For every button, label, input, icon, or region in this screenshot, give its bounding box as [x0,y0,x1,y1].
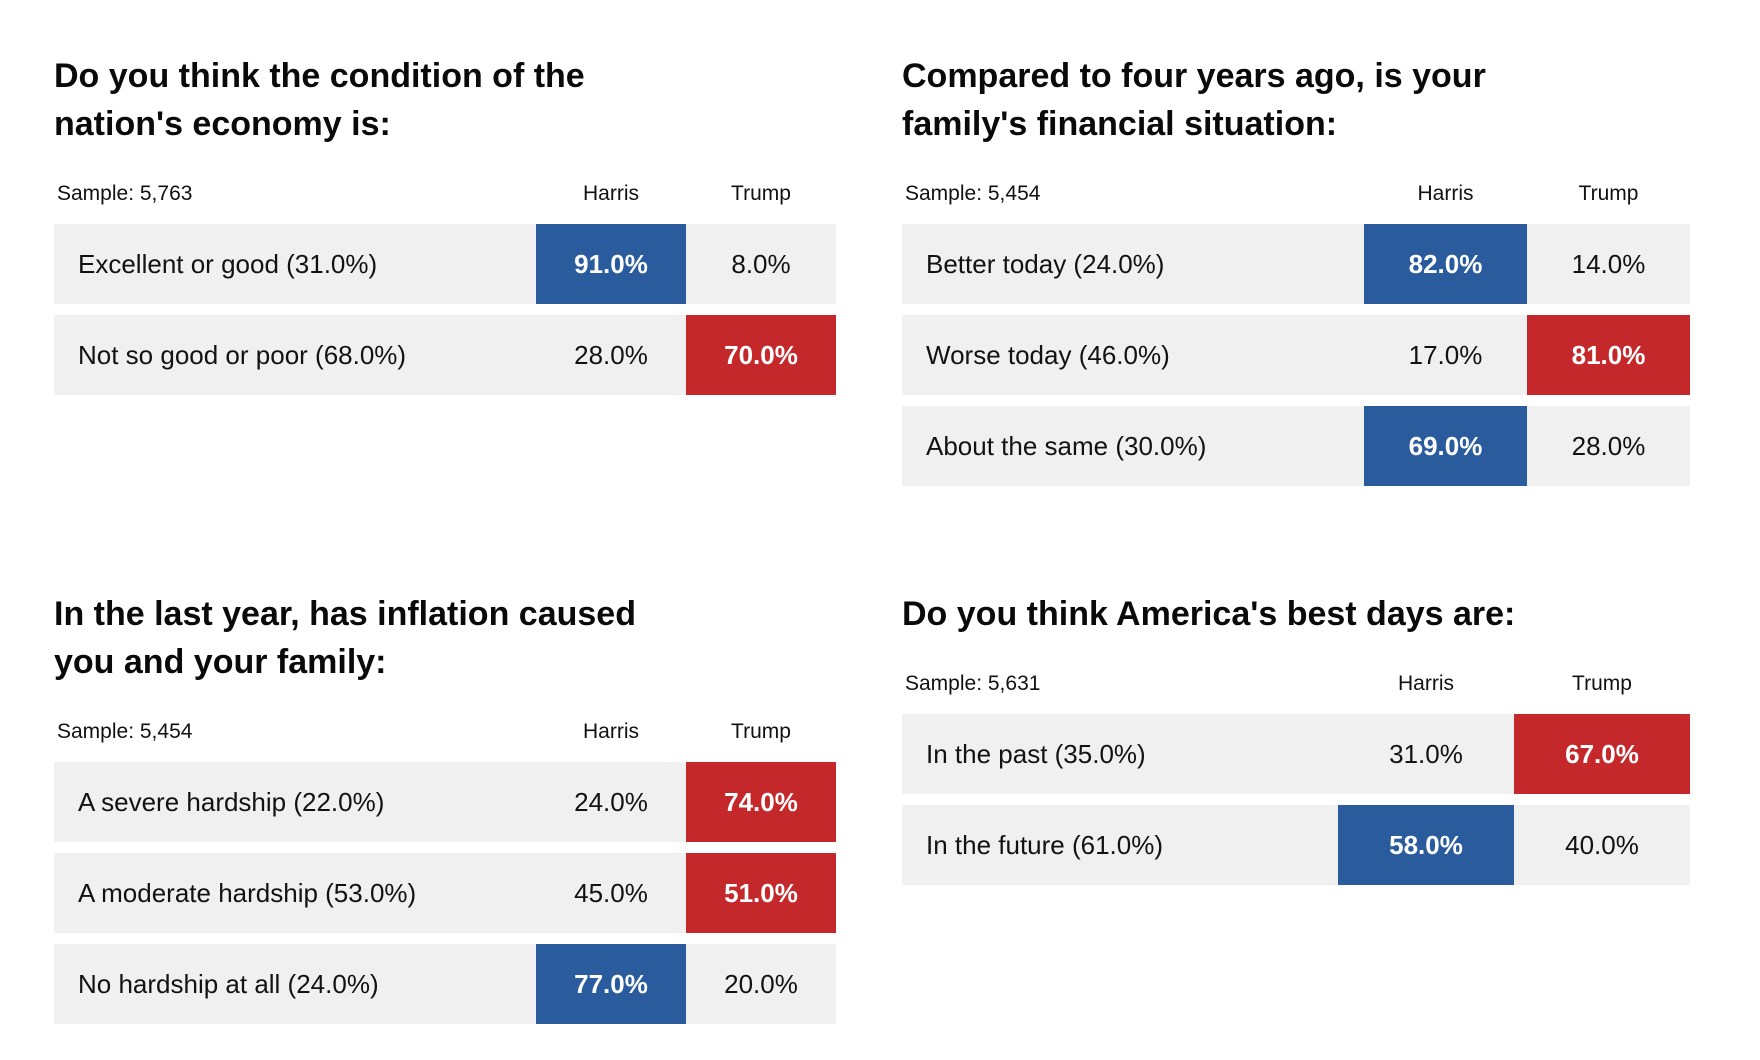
answer-option-label: Not so good or poor (68.0%) [78,339,407,370]
answer-option-label: Better today (24.0%) [926,248,1165,279]
harris-value-cell: 31.0% [1389,738,1463,769]
sample-size-label: Sample: 5,454 [905,182,1041,205]
harris-column-header: Harris [1398,672,1454,695]
poll-panel-financial-situation: Compared to four years ago, is your fami… [902,52,1690,497]
trump-value-cell: 20.0% [724,968,798,999]
harris-value-cell: 69.0% [1364,406,1527,486]
trump-value-cell: 74.0% [686,762,836,842]
poll-question-title: Do you think America's best days are: [902,595,1516,633]
trump-value-cell: 40.0% [1565,829,1639,860]
answer-option-label: A moderate hardship (53.0%) [78,877,417,908]
answer-option-label: In the future (61.0%) [926,829,1164,860]
answer-option-label: Worse today (46.0%) [926,339,1170,370]
harris-value-cell: 82.0% [1364,224,1527,304]
poll-answer-row: Not so good or poor (68.0%) 28.0% 70.0% [54,315,836,395]
poll-question-title: In the last year, has inflation caused y… [54,595,636,681]
poll-answer-row: No hardship at all (24.0%) 77.0% 20.0% [54,944,836,1024]
poll-answer-row: Worse today (46.0%) 17.0% 81.0% [902,315,1690,395]
poll-answer-row: In the past (35.0%) 31.0% 67.0% [902,714,1690,794]
table-header-row: Sample: 5,454 Harris Trump [54,717,836,747]
sample-size-label: Sample: 5,454 [57,720,193,743]
harris-column-header: Harris [1417,182,1474,205]
trump-value-cell: 81.0% [1527,315,1690,395]
table-header-row: Sample: 5,631 Harris Trump [902,669,1690,699]
trump-column-header: Trump [1572,672,1632,695]
harris-value-cell: 91.0% [536,224,686,304]
table-header-row: Sample: 5,454 Harris Trump [902,179,1690,209]
answer-option-label: About the same (30.0%) [926,430,1207,461]
poll-panel-inflation-hardship: In the last year, has inflation caused y… [54,590,836,1035]
harris-column-header: Harris [583,720,639,743]
harris-value-cell: 28.0% [574,339,648,370]
trump-column-header: Trump [1578,182,1639,205]
poll-answer-row: In the future (61.0%) 58.0% 40.0% [902,805,1690,885]
harris-value-cell: 24.0% [574,786,648,817]
sample-size-label: Sample: 5,763 [57,182,193,205]
poll-answer-row: Excellent or good (31.0%) 91.0% 8.0% [54,224,836,304]
trump-value-cell: 70.0% [686,315,836,395]
answer-option-label: Excellent or good (31.0%) [78,248,378,279]
trump-column-header: Trump [731,182,791,205]
poll-panel-economy-condition: Do you think the condition of the nation… [54,52,836,406]
trump-value-cell: 51.0% [686,853,836,933]
trump-column-header: Trump [731,720,791,743]
harris-column-header: Harris [583,182,639,205]
poll-answer-row: A moderate hardship (53.0%) 45.0% 51.0% [54,853,836,933]
sample-size-label: Sample: 5,631 [905,672,1041,695]
harris-value-cell: 58.0% [1338,805,1514,885]
trump-value-cell: 8.0% [731,248,791,279]
poll-question-title: Do you think the condition of the nation… [54,57,585,143]
harris-value-cell: 17.0% [1408,339,1483,370]
poll-answer-row: A severe hardship (22.0%) 24.0% 74.0% [54,762,836,842]
harris-value-cell: 45.0% [574,877,648,908]
poll-answer-row: Better today (24.0%) 82.0% 14.0% [902,224,1690,304]
table-header-row: Sample: 5,763 Harris Trump [54,179,836,209]
poll-answer-row: About the same (30.0%) 69.0% 28.0% [902,406,1690,486]
harris-value-cell: 77.0% [536,944,686,1024]
trump-value-cell: 67.0% [1514,714,1690,794]
trump-value-cell: 14.0% [1571,248,1646,279]
answer-option-label: No hardship at all (24.0%) [78,968,379,999]
trump-value-cell: 28.0% [1571,430,1646,461]
answer-option-label: In the past (35.0%) [926,738,1146,769]
poll-question-title: Compared to four years ago, is your fami… [902,57,1486,143]
answer-option-label: A severe hardship (22.0%) [78,786,385,817]
poll-panel-americas-best-days: Do you think America's best days are: Sa… [902,590,1690,896]
